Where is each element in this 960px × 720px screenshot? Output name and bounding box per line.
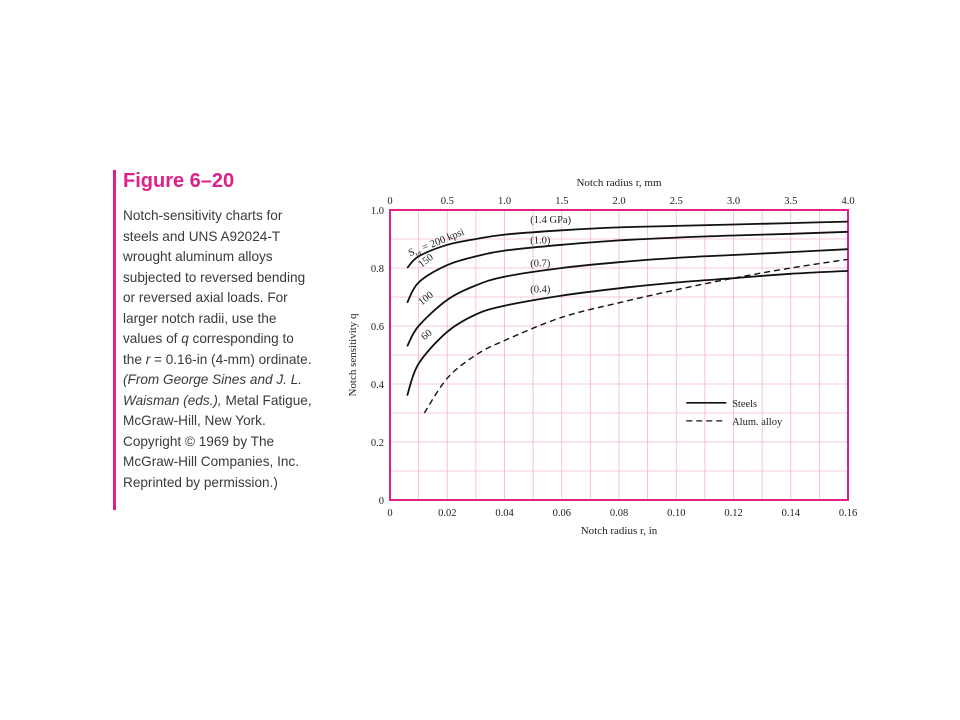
gpa-label: (1.0) (530, 235, 551, 246)
top-tick-label: 4.0 (841, 196, 854, 207)
series-line-200-kpsi (406, 220, 849, 269)
sut-value: = 200 kpsi (418, 227, 466, 255)
top-tick-label: 3.5 (784, 196, 797, 207)
top-tick-label: 2.0 (612, 196, 625, 207)
x-tick-label: 0 (387, 508, 392, 519)
chart-series (406, 220, 849, 414)
y-tick-label: 0.4 (371, 380, 385, 391)
x-axis-label: Notch radius r, in (581, 525, 658, 537)
gpa-label: (0.4) (530, 285, 551, 296)
top-tick-label: 3.0 (727, 196, 740, 207)
caption-accent-bar (113, 170, 116, 510)
sut-label: Sut = 200 kpsi (407, 227, 467, 261)
top-tick-label: 1.0 (498, 196, 511, 207)
top-tick-label: 1.5 (555, 196, 568, 207)
legend-label: Steels (732, 399, 757, 410)
top-tick-label: 0 (387, 196, 392, 207)
caption-text: = 0.16-in (4-mm) ordinate. (150, 351, 312, 367)
y-tick-label: 1.0 (371, 206, 384, 217)
caption-text: Metal Fatigue, McGraw-Hill, New York. Co… (123, 392, 312, 490)
series-label-60: 60 (419, 328, 434, 343)
series-line-alum-alloy (423, 258, 849, 414)
gpa-label: (1.4 GPa) (530, 215, 571, 226)
caption-text: Notch-sensitivity charts for steels and … (123, 208, 306, 346)
x-tick-label: 0.04 (495, 508, 514, 519)
top-tick-label: 2.5 (670, 196, 683, 207)
y-tick-label: 0 (379, 496, 384, 507)
y-axis-label: Notch sensitivity q (347, 313, 359, 397)
notch-sensitivity-chart: 0 0.02 0.04 0.06 0.08 0.10 0.12 0.14 0.16 0 0.5 1.0… (347, 177, 857, 537)
caption-var-r: r (145, 351, 151, 367)
y-tick-label: 0.8 (371, 264, 384, 275)
x-tick-label: 0.08 (610, 508, 628, 519)
sut-symbol: S (407, 247, 417, 259)
legend-label: Alum. alloy (732, 417, 783, 428)
series-line-60 (406, 270, 849, 396)
y-tick-label: 0.2 (371, 438, 384, 449)
series-line-150 (406, 230, 849, 304)
plot-frame (389, 209, 849, 501)
chart-grid (389, 209, 849, 501)
x-tick-label: 0.14 (782, 508, 801, 519)
series-label-100: 100 (417, 290, 436, 308)
caption-text: corresponding to the (123, 331, 294, 367)
x-tick-label: 0.10 (667, 508, 685, 519)
y-tick-label: 0.6 (371, 322, 384, 333)
x-tick-label: 0.12 (724, 508, 742, 519)
top-tick-label: 0.5 (441, 196, 454, 207)
caption-source: (From George Sines and J. L. Waisman (ed… (123, 372, 303, 408)
sut-subscript: ut (414, 248, 424, 259)
x-tick-label: 0.16 (839, 508, 857, 519)
top-axis-label: Notch radius r, mm (576, 177, 662, 189)
chart-legend: Steels Alum. alloy (686, 399, 783, 428)
x-tick-label: 0.06 (553, 508, 571, 519)
caption-var-q: q (181, 331, 189, 346)
series-line-100 (406, 248, 849, 347)
figure-title: Figure 6–20 (123, 170, 235, 192)
figure-caption: Notch-sensitivity charts for steels and … (123, 206, 315, 493)
gpa-label: (0.7) (530, 259, 551, 270)
x-tick-label: 0.02 (438, 508, 456, 519)
chart-ticks: 0 0.02 0.04 0.06 0.08 0.10 0.12 0.14 0.16 0 0.5 1.0… (371, 196, 857, 519)
